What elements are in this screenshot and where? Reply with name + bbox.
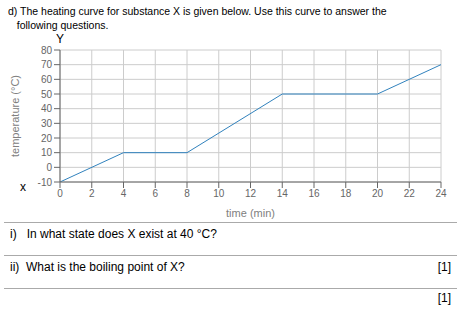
svg-text:8: 8 — [184, 188, 190, 199]
svg-text:0: 0 — [57, 188, 63, 199]
svg-text:4: 4 — [121, 188, 127, 199]
svg-text:0: 0 — [46, 162, 52, 173]
svg-text:18: 18 — [340, 188, 352, 199]
svg-text:2: 2 — [89, 188, 95, 199]
svg-text:20: 20 — [41, 133, 53, 144]
html-text:ii) What is the boiling point: ii) What is the boiling point of X? — [10, 260, 185, 274]
html-text:Y: Y — [56, 32, 64, 46]
svg-text:12: 12 — [245, 188, 257, 199]
svg-text:16: 16 — [308, 188, 320, 199]
svg-text:40: 40 — [41, 103, 53, 114]
html-text:x: x — [20, 180, 26, 194]
svg-text:10: 10 — [213, 188, 225, 199]
html-text:d) The heating curve for subst: d) The heating curve for substance X is … — [8, 5, 387, 17]
svg-text:temperature (°C): temperature (°C) — [9, 75, 21, 157]
html-text:[1]: [1] — [437, 291, 451, 305]
svg-text:22: 22 — [404, 188, 416, 199]
svg-text:6: 6 — [152, 188, 158, 199]
svg-text:24: 24 — [435, 188, 447, 199]
svg-text:70: 70 — [41, 59, 53, 70]
svg-text:time (min): time (min) — [226, 207, 275, 219]
svg-text:30: 30 — [41, 118, 53, 129]
svg-text:50: 50 — [41, 89, 53, 100]
svg-text:20: 20 — [372, 188, 384, 199]
svg-text:60: 60 — [41, 74, 53, 85]
svg-text:14: 14 — [277, 188, 289, 199]
html-text:[1]: [1] — [437, 260, 451, 274]
html-text:i) In what state does X exist: i) In what state does X exist at 40 °C? — [10, 227, 217, 241]
svg-text:10: 10 — [41, 147, 53, 158]
svg-text:80: 80 — [41, 45, 53, 56]
html-text:following questions.: following questions. — [8, 19, 109, 31]
svg-text:-10: -10 — [38, 177, 53, 188]
